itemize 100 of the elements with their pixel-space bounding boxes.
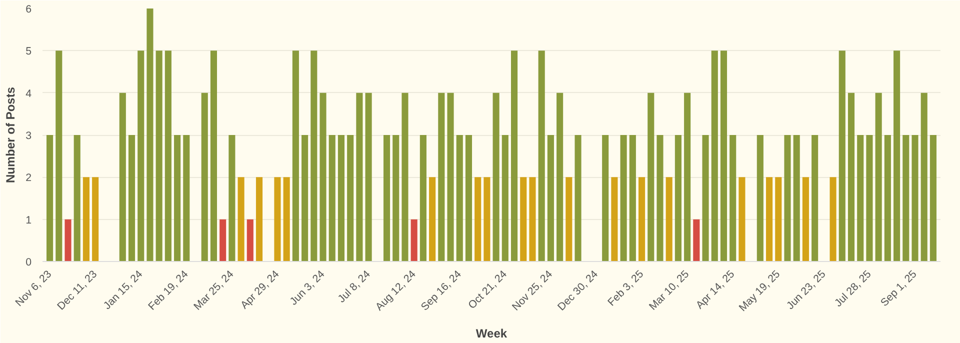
x-tick-label: Jan 15, 24 <box>101 268 146 312</box>
bar <box>220 219 226 262</box>
bar <box>392 135 400 262</box>
x-tick-label: Aug 12, 24 <box>373 268 418 314</box>
bar <box>283 177 290 262</box>
bar <box>602 135 609 262</box>
bar <box>92 177 99 262</box>
x-tick-label: Feb 3, 25 <box>606 268 646 309</box>
bar <box>156 50 162 262</box>
x-tick-label: Sep 1, 25 <box>878 268 920 309</box>
bar <box>365 92 372 262</box>
bar <box>648 92 654 262</box>
bar <box>465 135 472 262</box>
bar <box>164 50 172 262</box>
bar <box>930 135 936 262</box>
y-tick-label: 3 <box>26 130 32 142</box>
bar <box>146 8 154 262</box>
x-tick-label: Nov 6, 23 <box>13 268 54 309</box>
x-tick-label: Jul 8, 24 <box>336 268 373 306</box>
bar <box>338 135 345 262</box>
bar <box>328 135 336 262</box>
bar <box>720 50 728 262</box>
bar <box>201 92 208 262</box>
bar <box>274 177 281 262</box>
bar <box>629 135 636 262</box>
x-tick-label: Jun 23, 25 <box>784 268 828 312</box>
bar <box>857 135 864 262</box>
bar <box>474 177 482 262</box>
bar <box>547 135 554 262</box>
bar <box>556 92 564 262</box>
bar <box>784 135 791 262</box>
bar <box>119 92 126 262</box>
bar <box>793 135 800 262</box>
bar <box>620 135 627 262</box>
x-tick-label: Dec 11, 23 <box>55 268 100 313</box>
bar <box>56 50 62 262</box>
bar <box>138 50 144 262</box>
bar <box>492 92 500 262</box>
x-tick-label: Oct 21, 24 <box>466 268 510 312</box>
x-tick-label: May 19, 25 <box>736 268 783 314</box>
bar <box>246 219 254 262</box>
y-tick-label: 0 <box>26 256 32 268</box>
bar <box>674 135 682 262</box>
bar <box>830 177 836 262</box>
bar <box>666 177 672 262</box>
bar <box>64 219 72 262</box>
y-tick-label: 5 <box>26 46 32 58</box>
x-tick-label: Jul 28, 25 <box>832 268 874 310</box>
x-tick-label: Dec 30, 24 <box>556 268 601 314</box>
bar <box>383 135 390 262</box>
bar <box>848 92 855 262</box>
bar <box>529 177 536 262</box>
bar <box>756 135 764 262</box>
bar <box>82 177 90 262</box>
bar <box>74 135 80 262</box>
bar <box>693 219 700 262</box>
bar <box>894 50 900 262</box>
bar <box>912 135 918 262</box>
bar <box>228 135 236 262</box>
bar <box>711 50 718 262</box>
bar <box>538 50 545 262</box>
x-tick-label: Nov 25, 24 <box>510 268 555 314</box>
x-tick-label: Mar 10, 25 <box>647 268 692 313</box>
bar <box>738 177 746 262</box>
bar <box>420 135 426 262</box>
bar <box>210 50 217 262</box>
bar <box>484 177 490 262</box>
bar <box>574 135 582 262</box>
bar <box>502 135 508 262</box>
bar <box>174 135 181 262</box>
x-tick-label: Apr 14, 25 <box>694 268 738 312</box>
bar <box>884 135 891 262</box>
bar <box>46 135 54 262</box>
bar <box>356 92 363 262</box>
bar <box>438 92 445 262</box>
bar <box>292 50 299 262</box>
bar <box>347 135 354 262</box>
y-tick-label: 2 <box>26 172 32 184</box>
x-tick-label: Sep 16, 24 <box>418 268 464 314</box>
bar <box>866 135 873 262</box>
bar <box>310 50 318 262</box>
bar <box>410 219 418 262</box>
bar <box>566 177 572 262</box>
bar <box>920 92 928 262</box>
x-tick-label: Mar 25, 24 <box>192 268 236 313</box>
x-axis-title: Week <box>476 326 508 340</box>
bar <box>875 92 882 262</box>
bar <box>656 135 664 262</box>
bar <box>802 177 809 262</box>
bar <box>302 135 308 262</box>
bar <box>766 177 773 262</box>
bar <box>183 135 190 262</box>
bar <box>730 135 736 262</box>
bar <box>256 177 263 262</box>
y-axis-title: Number of Posts <box>4 86 18 184</box>
bar <box>812 135 818 262</box>
x-tick-label: Apr 29, 24 <box>238 268 282 312</box>
bar <box>775 177 782 262</box>
y-tick-label: 6 <box>26 4 32 16</box>
bar <box>238 177 244 262</box>
